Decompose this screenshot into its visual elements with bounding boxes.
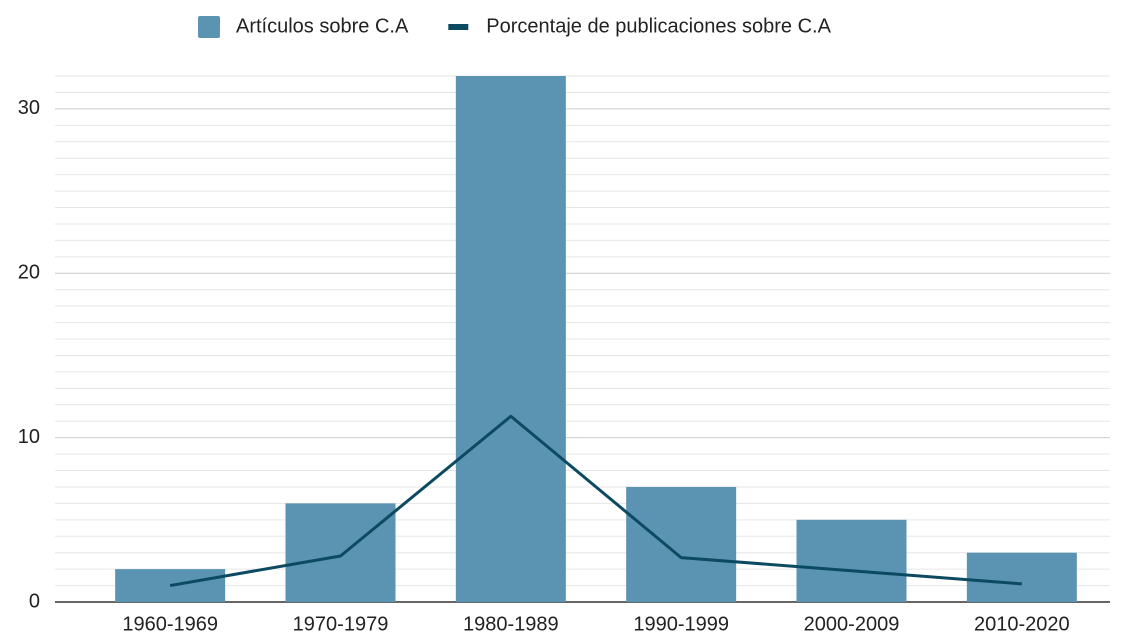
bar — [796, 519, 907, 602]
bar — [966, 552, 1077, 602]
y-tick-label: 10 — [18, 426, 40, 448]
x-tick-label: 2010-2020 — [974, 613, 1070, 635]
line — [169, 414, 1022, 588]
x-tick-label: 1960-1969 — [122, 613, 218, 635]
legend-swatch — [448, 24, 469, 30]
y-tick-label: 20 — [18, 262, 40, 284]
y-tick-label: 0 — [29, 590, 40, 612]
legend-label: Porcentaje de publicaciones sobre C.A — [486, 15, 831, 37]
bar — [115, 569, 226, 602]
bar — [455, 76, 566, 602]
x-tick-label: 1980-1989 — [463, 613, 559, 635]
bar — [285, 503, 396, 602]
x-tick-label: 1990-1999 — [633, 613, 729, 635]
x-tick-label: 1970-1979 — [293, 613, 389, 635]
x-tick-label: 2000-2009 — [804, 613, 900, 635]
legend-swatch — [198, 16, 220, 38]
bar — [626, 486, 737, 602]
y-tick-label: 30 — [18, 97, 40, 119]
legend-label: Artículos sobre C.A — [236, 15, 409, 37]
